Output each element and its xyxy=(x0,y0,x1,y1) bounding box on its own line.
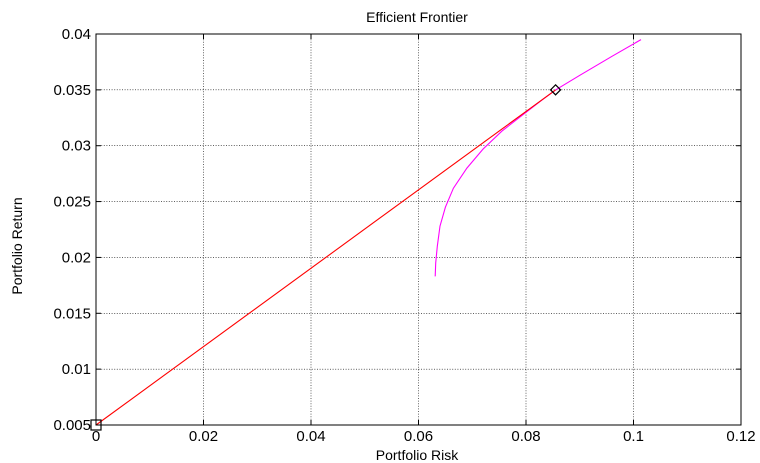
x-tick-label: 0.02 xyxy=(189,428,218,445)
y-tick-label: 0.03 xyxy=(62,138,91,155)
x-tick-label: 0.04 xyxy=(296,428,325,445)
x-axis-label: Portfolio Risk xyxy=(376,447,459,463)
y-tick-label: 0.02 xyxy=(62,249,91,266)
efficient-frontier-line xyxy=(434,39,642,277)
tangency-portfolio-marker xyxy=(549,84,562,96)
y-tick-label: 0.035 xyxy=(53,82,91,99)
x-tick-label: 0.12 xyxy=(726,428,755,445)
chart-title: Efficient Frontier xyxy=(366,9,468,25)
y-tick-label: 0.005 xyxy=(53,417,91,434)
x-tick-label: 0.1 xyxy=(623,428,644,445)
x-tick-label: 0 xyxy=(92,428,100,445)
x-tick-label: 0.08 xyxy=(511,428,540,445)
x-tick-label: 0.06 xyxy=(404,428,433,445)
capital-market-line xyxy=(95,89,556,426)
y-tick-label: 0.01 xyxy=(62,361,91,378)
tick-marks xyxy=(95,33,742,426)
y-tick-label: 0.015 xyxy=(53,305,91,322)
x-tick-labels: 0 0.02 0.04 0.06 0.08 0.1 0.12 xyxy=(92,428,756,445)
y-tick-labels: 0.005 0.01 0.015 0.02 0.025 0.03 0.035 0.04 xyxy=(53,26,91,434)
series-layer xyxy=(95,39,642,426)
grid-lines xyxy=(96,34,741,425)
y-axis-label: Portfolio Return xyxy=(9,197,25,294)
y-tick-label: 0.025 xyxy=(53,194,91,211)
y-tick-label: 0.04 xyxy=(62,26,91,43)
